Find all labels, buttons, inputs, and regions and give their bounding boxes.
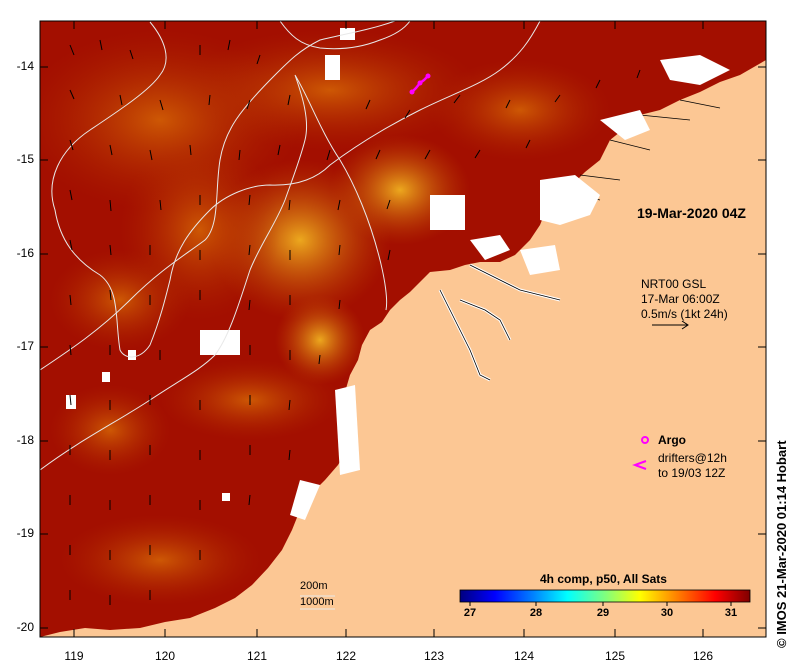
contour-1000m-label: 1000m: [300, 596, 334, 608]
plot-border: [39, 20, 767, 638]
currents-time: 17-Mar 06:00Z: [641, 292, 720, 306]
currents-source: NRT00 GSL: [641, 277, 707, 291]
argo-marker-icon: [641, 436, 649, 444]
current-vectors: [69, 39, 641, 605]
colorbar-title: 4h comp, p50, All Sats: [540, 572, 667, 586]
y-tick-label: -17: [16, 339, 34, 353]
cloud-gap: [660, 55, 730, 85]
contour-200m: [51, 21, 541, 358]
cloud-gap: [520, 245, 560, 275]
axis-ticks: [40, 21, 766, 637]
x-tick-label: 126: [692, 649, 714, 663]
contour-1000m: [40, 74, 388, 471]
drifter-point: [417, 80, 423, 86]
argo-label: Argo: [658, 433, 686, 447]
y-tick-label: -15: [16, 152, 34, 166]
x-tick-label: 122: [335, 649, 357, 663]
contour-200m: [40, 21, 396, 371]
x-tick-label: 125: [604, 649, 626, 663]
cloud-gap: [600, 110, 650, 140]
drifter-legend-icon: [632, 460, 647, 470]
cloud-gap: [222, 493, 230, 501]
warm-patch: [180, 30, 480, 150]
colorbar-tick-label: 28: [529, 607, 543, 619]
colorbar-tick-label: 27: [463, 607, 477, 619]
cloud-gap: [335, 385, 360, 475]
cloud-gap: [430, 195, 465, 230]
warm-patch: [50, 250, 190, 350]
currents-scale: 0.5m/s (1kt 24h): [641, 307, 728, 321]
warm-patch: [275, 295, 365, 385]
y-tick-label: -19: [16, 526, 34, 540]
y-tick-label: -16: [16, 246, 34, 260]
x-tick-label: 123: [423, 649, 445, 663]
y-tick-label: -18: [16, 433, 34, 447]
x-tick-label: 119: [64, 649, 84, 663]
current-scale-arrow: [652, 320, 689, 330]
x-tick-label: 124: [513, 649, 535, 663]
cloud-gap: [470, 235, 510, 260]
colorbar-ticks: [469, 602, 732, 606]
cloud-gap: [540, 175, 600, 225]
cloud-gap: [325, 55, 340, 80]
credit-label: © IMOS 21-Mar-2020 01:14 Hobart: [774, 440, 789, 648]
colorbar-tick-label: 31: [724, 607, 738, 619]
warm-patch: [430, 60, 610, 160]
cloud-gap: [102, 372, 110, 382]
timestamp-label: 19-Mar-2020 04Z: [637, 205, 746, 221]
drifters-label: drifters@12h: [658, 451, 727, 465]
y-tick-label: -20: [16, 620, 34, 634]
cloud-gap: [290, 480, 320, 520]
cloud-gap: [200, 330, 240, 355]
x-tick-label: 120: [154, 649, 176, 663]
y-tick-label: -14: [16, 59, 34, 73]
colorbar: [459, 589, 751, 603]
contour-200m-label: 200m: [300, 580, 328, 592]
warm-patch: [50, 385, 170, 475]
colorbar-tick-label: 30: [660, 607, 674, 619]
x-tick-label: 121: [246, 649, 268, 663]
drifters-period: to 19/03 12Z: [658, 466, 726, 480]
contour-200m: [279, 21, 411, 50]
cloud-gap: [128, 350, 136, 360]
drifter-point: [425, 73, 431, 79]
colorbar-tick-label: 29: [596, 607, 610, 619]
drifter-point: [409, 89, 415, 95]
warm-patch: [60, 515, 260, 605]
